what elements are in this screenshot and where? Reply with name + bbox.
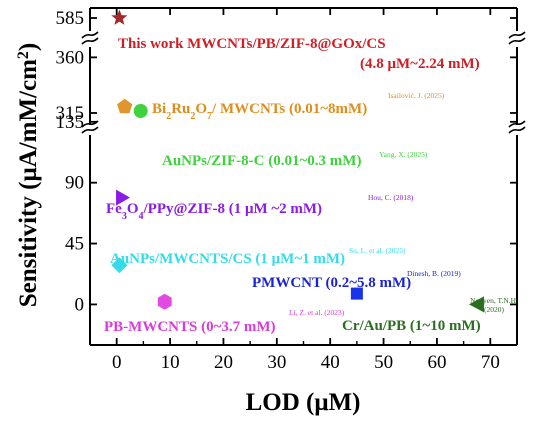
data-point-hexagon — [157, 293, 172, 310]
point-label-part: / MWCNTs (0.01~8mM) — [211, 101, 367, 117]
point-label-part: 7 — [207, 111, 212, 122]
reference-label: Hou, C. (2018) — [368, 193, 414, 202]
reference-label: Yang, X. (2025) — [379, 150, 428, 159]
plot-frame — [81, 7, 526, 346]
point-label-part: O — [127, 201, 139, 217]
x-tick-label: 0 — [112, 352, 122, 373]
reference-label: Nguyen, T.N.H. (2020) — [470, 296, 518, 314]
reference-label: Isailović, J. (2025) — [388, 91, 445, 100]
point-label-part: Bi — [152, 101, 166, 117]
y-axis-title: Sensitivity (μA/mM/cm2) — [15, 43, 43, 308]
axis-break-mark — [81, 31, 99, 46]
data-point-triangle-left — [468, 296, 484, 313]
x-tick-label: 20 — [214, 352, 233, 373]
x-tick-label: 10 — [161, 352, 180, 373]
y-axis-title-part: 2 — [15, 51, 32, 59]
point-label-part: Ru — [171, 101, 190, 117]
x-tick-label: 30 — [267, 352, 286, 373]
point-label: PMWCNT (0.2~5.8 mM) — [252, 275, 411, 291]
x-tick-label: 50 — [374, 352, 393, 373]
point-labels: This work MWCNTs/PB/ZIF-8@GOx/CS (4.8 μM~… — [104, 36, 518, 335]
axis-break-mark — [508, 120, 526, 135]
reference-label-line: Nguyen, T.N.H. — [470, 296, 518, 305]
point-label: PB-MWCNTS (0~3.7 mM) — [104, 319, 276, 335]
point-label-part: This work MWCNTs/PB/ZIF-8@GOx/CS — [118, 36, 386, 52]
point-label: Fe3O4/PPy@ZIF-8 (1 μM ~2 mM) — [106, 201, 322, 222]
point-label-part: /PPy@ZIF-8 (1 μM ~2 mM) — [143, 201, 323, 217]
point-label-part: 2 — [190, 111, 195, 122]
data-markers — [111, 9, 484, 313]
data-point-square — [350, 287, 363, 300]
point-label-part: PB-MWCNTS (0~3.7 mM) — [104, 319, 276, 335]
point-label-part: O — [195, 101, 207, 117]
y-tick-label: 0 — [75, 294, 85, 315]
data-point-pentagon — [117, 98, 133, 114]
x-tick-label: 60 — [427, 352, 446, 373]
y-tick-label: 90 — [65, 173, 84, 194]
reference-label-line: (2020) — [484, 305, 504, 314]
y-tick-label: 45 — [65, 234, 84, 255]
reference-label: Su, L. et al. (2025) — [349, 246, 406, 255]
point-label: This work MWCNTs/PB/ZIF-8@GOx/CS — [118, 36, 386, 52]
point-label: Bi2Ru2O7/ MWCNTs (0.01~8mM) — [152, 101, 367, 122]
point-label-part: PMWCNT (0.2~5.8 mM) — [252, 275, 411, 291]
point-label-part: 2 — [166, 111, 171, 122]
point-label-part: 3 — [122, 211, 127, 222]
point-label: Cr/Au/PB (1~10 mM) — [342, 318, 481, 334]
point-label-part: AuNPs/ZIF-8-C (0.01~0.3 mM) — [162, 153, 361, 169]
reference-label: Li, Z. et al. (2023) — [289, 308, 345, 317]
y-tick-label: 315 — [56, 103, 85, 124]
y-axis-title-part: Sensitivity (μA/mM/cm — [15, 59, 42, 307]
x-axis-title: LOD (μM) — [246, 389, 361, 416]
point-label-part: Cr/Au/PB (1~10 mM) — [342, 318, 481, 334]
point-label-extra: (4.8 μM~2.24 mM) — [360, 56, 480, 72]
point-label-part: AuNPs/MWCNTS/CS (1 μM~1 mM) — [110, 251, 345, 267]
axis-break-mark — [81, 120, 99, 135]
point-label: AuNPs/ZIF-8-C (0.01~0.3 mM) — [162, 153, 361, 169]
point-label: AuNPs/MWCNTS/CS (1 μM~1 mM) — [110, 251, 345, 267]
x-tick-label: 40 — [321, 352, 340, 373]
axis-break-mark — [508, 31, 526, 46]
data-point-diamond — [111, 257, 128, 274]
data-point-circle — [133, 103, 148, 118]
point-label-part: Fe — [106, 201, 122, 217]
data-point-star — [111, 9, 128, 25]
y-tick-label: 135 — [56, 112, 85, 133]
data-point-triangle-right — [116, 189, 131, 206]
x-tick-label: 70 — [481, 352, 500, 373]
reference-label: Dinesh, B. (2019) — [407, 269, 461, 278]
y-axis-title-part: ) — [15, 43, 42, 51]
y-tick-label: 585 — [56, 8, 85, 29]
y-tick-label: 360 — [56, 47, 85, 68]
point-label-part: 4 — [139, 211, 144, 222]
